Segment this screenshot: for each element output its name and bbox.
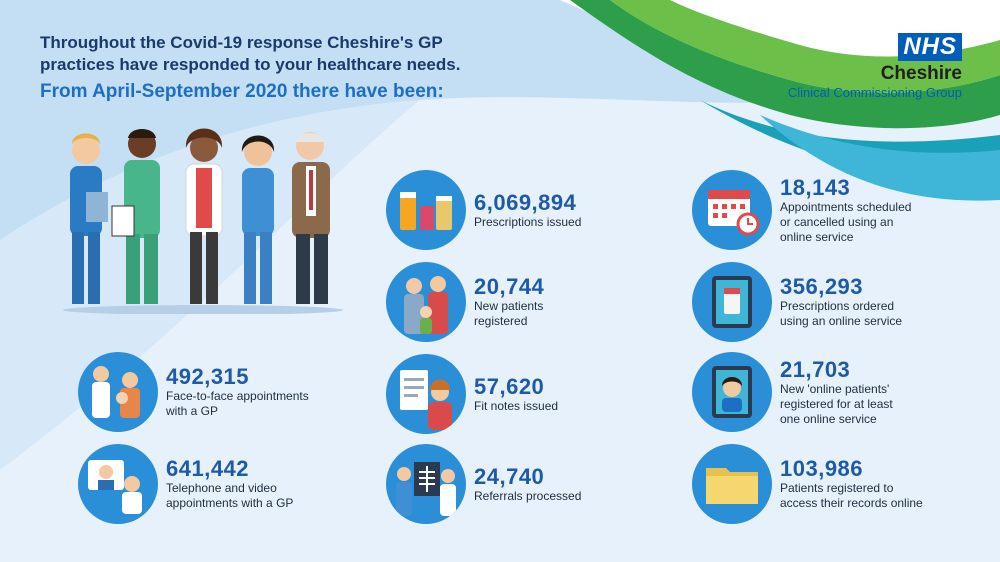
stat-description: New patients bbox=[474, 299, 544, 313]
stat-description: online service bbox=[780, 229, 854, 244]
stat-appointments-online: 18,143 Appointments scheduled or cancell… bbox=[692, 170, 911, 250]
clipboard-icon bbox=[386, 354, 466, 434]
stat-number: 6,069,894 bbox=[474, 189, 577, 215]
stat-number: 641,442 bbox=[166, 456, 250, 481]
stat-number: 492,315 bbox=[166, 364, 250, 389]
stat-description: registered for at least bbox=[780, 396, 893, 411]
video-call-icon bbox=[78, 444, 158, 524]
folder-icon bbox=[692, 444, 772, 524]
stat-description: or cancelled using an bbox=[780, 214, 894, 229]
stat-description: registered bbox=[474, 314, 528, 328]
intro-line-1: Throughout the Covid-19 response Cheshir… bbox=[40, 33, 443, 52]
stat-number: 356,293 bbox=[780, 274, 864, 299]
nhs-badge: NHS bbox=[898, 33, 962, 61]
logo-sub: Clinical Commissioning Group bbox=[787, 85, 962, 100]
stat-number: 21,703 bbox=[780, 356, 851, 382]
stat-description: using an online service bbox=[780, 314, 903, 328]
intro-subheading: From April-September 2020 there have bee… bbox=[40, 81, 444, 102]
stat-description: Referrals processed bbox=[474, 488, 582, 503]
tablet-pill-icon bbox=[692, 262, 772, 342]
stat-description: New 'online patients' bbox=[780, 381, 890, 396]
stat-prescriptions-online: 356,293 Prescriptions ordered using an o… bbox=[692, 262, 902, 342]
stat-description: Fit notes issued bbox=[474, 398, 559, 413]
stat-number: 103,986 bbox=[780, 456, 864, 481]
stat-fit-notes: 57,620 Fit notes issued bbox=[386, 354, 558, 434]
tablet-user-icon bbox=[692, 352, 772, 432]
stat-number: 20,744 bbox=[474, 274, 545, 299]
stat-number: 18,143 bbox=[780, 174, 851, 200]
xray-icon bbox=[386, 444, 466, 524]
stat-face-to-face: 492,315 Face-to-face appointments with a… bbox=[78, 352, 309, 432]
healthcare-staff-illustration bbox=[63, 128, 343, 314]
stat-prescriptions: 6,069,894 Prescriptions issued bbox=[386, 170, 581, 250]
stat-description: Prescriptions ordered bbox=[780, 299, 895, 313]
family-icon bbox=[386, 262, 466, 342]
medicine-bottles-icon bbox=[386, 170, 466, 250]
staff-doctor-2-icon bbox=[111, 129, 160, 304]
stat-description: Telephone and video bbox=[166, 481, 277, 495]
stat-new-patients: 20,744 New patients registered bbox=[386, 262, 544, 342]
stat-description: Prescriptions issued bbox=[474, 214, 582, 229]
staff-nurse-4-icon bbox=[241, 135, 275, 304]
stat-number: 57,620 bbox=[474, 373, 545, 399]
gp-patient-icon bbox=[78, 352, 158, 432]
staff-doctor-5-icon bbox=[292, 132, 330, 304]
intro-block: Throughout the Covid-19 response Cheshir… bbox=[40, 32, 560, 104]
stat-description: appointments with a GP bbox=[166, 496, 294, 510]
stat-description: Patients registered to bbox=[780, 481, 894, 495]
stat-description: Face-to-face appointments bbox=[166, 389, 309, 403]
stat-number: 24,740 bbox=[474, 463, 545, 489]
stat-referrals: 24,740 Referrals processed bbox=[386, 444, 581, 524]
staff-nurse-1-icon bbox=[70, 133, 108, 304]
stat-telephone: 641,442 Telephone and video appointments… bbox=[78, 444, 293, 524]
stat-description: access their records online bbox=[780, 496, 923, 510]
staff-doctor-3-icon bbox=[185, 128, 223, 304]
stat-records-online: 103,986 Patients registered to access th… bbox=[692, 444, 923, 524]
stat-description: with a GP bbox=[166, 404, 219, 418]
logo-org: Cheshire bbox=[880, 63, 962, 84]
stat-description: one online service bbox=[780, 411, 877, 426]
intro-line-2: practices have responded to your healthc… bbox=[40, 55, 461, 74]
stat-description: Appointments scheduled bbox=[780, 199, 912, 214]
calendar-icon bbox=[692, 170, 772, 250]
stat-online-patients: 21,703 New 'online patients' registered … bbox=[692, 352, 893, 432]
nhs-logo: NHS Cheshire Clinical Commissioning Grou… bbox=[788, 33, 962, 101]
